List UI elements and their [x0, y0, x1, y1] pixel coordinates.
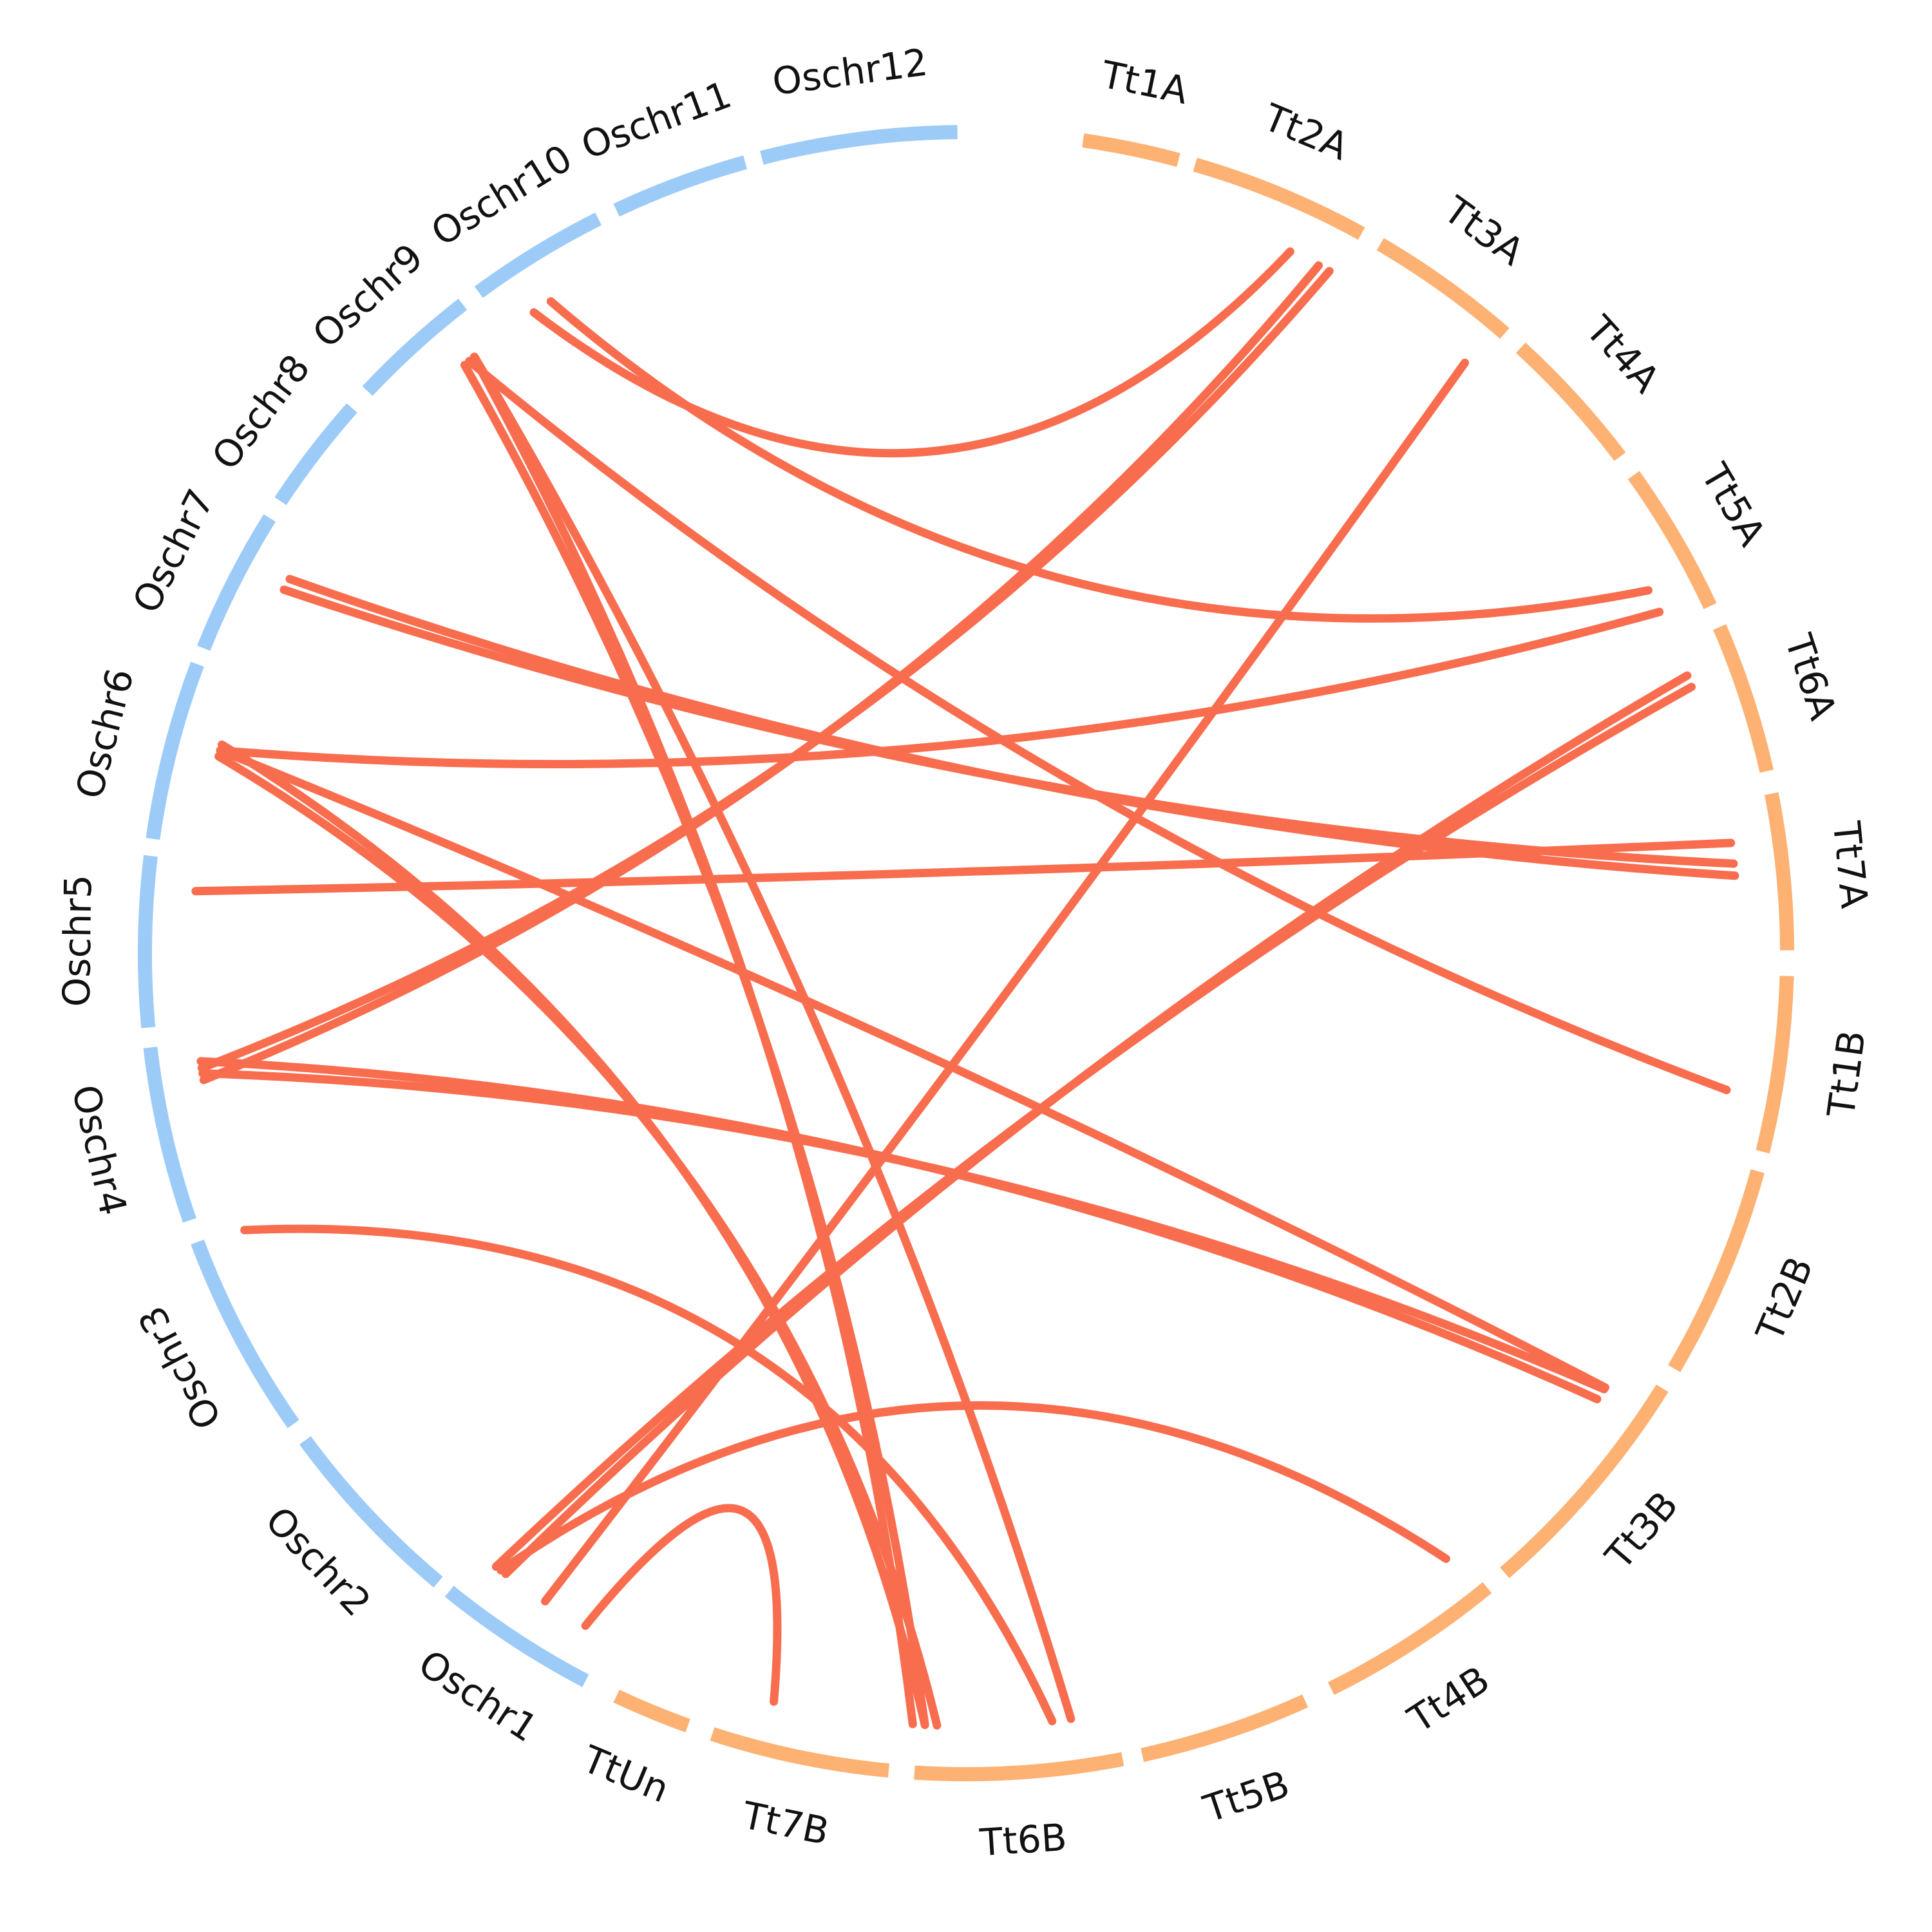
segment-tt1a	[1082, 133, 1180, 167]
segment-oschr5	[138, 855, 158, 1028]
segment-tt4a	[1515, 342, 1626, 461]
segment-oschr6	[146, 661, 204, 840]
label-tt7b: Tt7B	[738, 1793, 833, 1853]
segment-tt5a	[1627, 471, 1717, 609]
segment-oschr10	[474, 213, 602, 298]
chromosome-ring	[138, 125, 1794, 1781]
link-oschr8-tt1b	[465, 357, 1731, 1094]
link-oschr6-tt2b	[216, 746, 1609, 1392]
label-tt7a: Tt7A	[1824, 819, 1877, 911]
segment-oschr1	[444, 1586, 589, 1687]
link-oschr6-tt6b-2	[217, 740, 929, 1729]
link-oschr10-tt2a	[529, 247, 1294, 458]
segment-tt7b	[710, 1727, 890, 1778]
link-oschr8-tt5b	[470, 352, 1075, 1723]
segment-oschr9	[362, 298, 468, 396]
label-tt5b: Tt5B	[1198, 1762, 1294, 1831]
link-oschr7-tt7a-2	[285, 574, 1739, 880]
segment-oschr12	[760, 125, 958, 165]
segment-tt2a	[1193, 158, 1365, 240]
label-tt2a: Tt2A	[1257, 95, 1355, 169]
label-tt4a: Tt4A	[1577, 307, 1669, 401]
label-tt5a: Tt5A	[1692, 456, 1774, 554]
label-oschr1: Oschr1	[411, 1642, 545, 1751]
segment-tt6a	[1713, 624, 1774, 773]
link-oschr4-tt2b-2	[196, 1057, 1602, 1404]
label-ttun: TtUn	[576, 1737, 675, 1812]
segment-ttun	[613, 1689, 690, 1732]
segment-tt7a	[1764, 792, 1794, 951]
segment-tt2b	[1668, 1169, 1765, 1372]
label-oschr4: Oschr4	[63, 1081, 135, 1219]
label-tt4b: Tt4B	[1400, 1657, 1497, 1741]
segment-oschr8	[274, 403, 357, 506]
chromosome-labels: Tt1A Tt2A Tt3A Tt4A Tt5A Tt6A Tt7A Tt1B Tt2B Tt3B…	[55, 40, 1877, 1864]
link-oschr5-tt7a	[191, 838, 1736, 896]
link-oschr2-tt3b	[497, 1401, 1450, 1575]
link-oschr6-tt5a	[216, 607, 1664, 769]
synteny-links	[191, 247, 1739, 1730]
label-tt6a: Tt6A	[1776, 629, 1845, 725]
label-oschr7: Oschr7	[124, 482, 223, 620]
segment-tt3a	[1376, 238, 1510, 339]
label-oschr8: Oschr8	[204, 346, 319, 478]
label-tt1b: Tt1B	[1819, 1028, 1874, 1121]
link-oschr3-tt5b	[240, 1224, 1057, 1726]
segment-oschr7	[196, 514, 276, 651]
segment-tt6b	[914, 1752, 1124, 1781]
label-tt1a: Tt1A	[1097, 52, 1192, 113]
link-oschr1-tt3a	[540, 358, 1470, 1605]
label-tt2b: Tt2B	[1747, 1251, 1822, 1349]
segment-oschr4	[143, 1046, 196, 1223]
link-oschr2-tt6a-2	[491, 683, 1696, 1571]
label-oschr6: Oschr6	[67, 664, 142, 803]
label-oschr5: Oschr5	[55, 875, 100, 1007]
link-oschr9-tt6a	[546, 297, 1653, 623]
segment-tt5b	[1141, 1694, 1309, 1763]
link-oschr7-tt7a-1	[279, 585, 1738, 868]
segment-oschr2	[299, 1436, 443, 1588]
segment-oschr3	[191, 1239, 299, 1428]
segment-tt3b	[1500, 1384, 1669, 1578]
label-oschr12: Oschr12	[770, 40, 930, 104]
link-oschr4-tt2a-2	[197, 267, 1334, 1072]
link-oschr8-tt6b-2	[469, 353, 917, 1728]
label-tt3b: Tt3B	[1596, 1483, 1687, 1578]
label-tt3a: Tt3A	[1435, 187, 1532, 274]
label-oschr3: Oschr3	[129, 1299, 230, 1436]
link-oschr2-tt7b	[581, 1504, 782, 1706]
label-tt6b: Tt6B	[978, 1815, 1068, 1865]
label-oschr11: Oschr11	[576, 72, 737, 167]
segment-tt1b	[1756, 976, 1794, 1154]
segment-tt4b	[1328, 1582, 1492, 1695]
segment-oschr11	[613, 155, 748, 217]
